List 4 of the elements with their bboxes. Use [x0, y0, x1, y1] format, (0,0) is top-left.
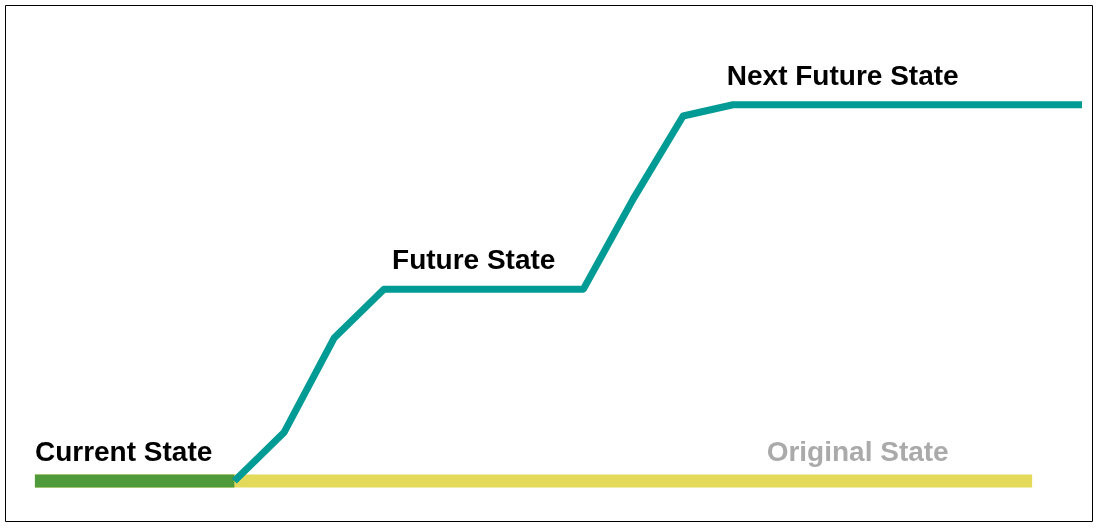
ref-line-label: Original State: [766, 436, 949, 468]
ref-line-label: Current State: [34, 436, 213, 468]
annotation: Future State: [392, 244, 556, 276]
annotation: Next Future State: [726, 59, 959, 91]
